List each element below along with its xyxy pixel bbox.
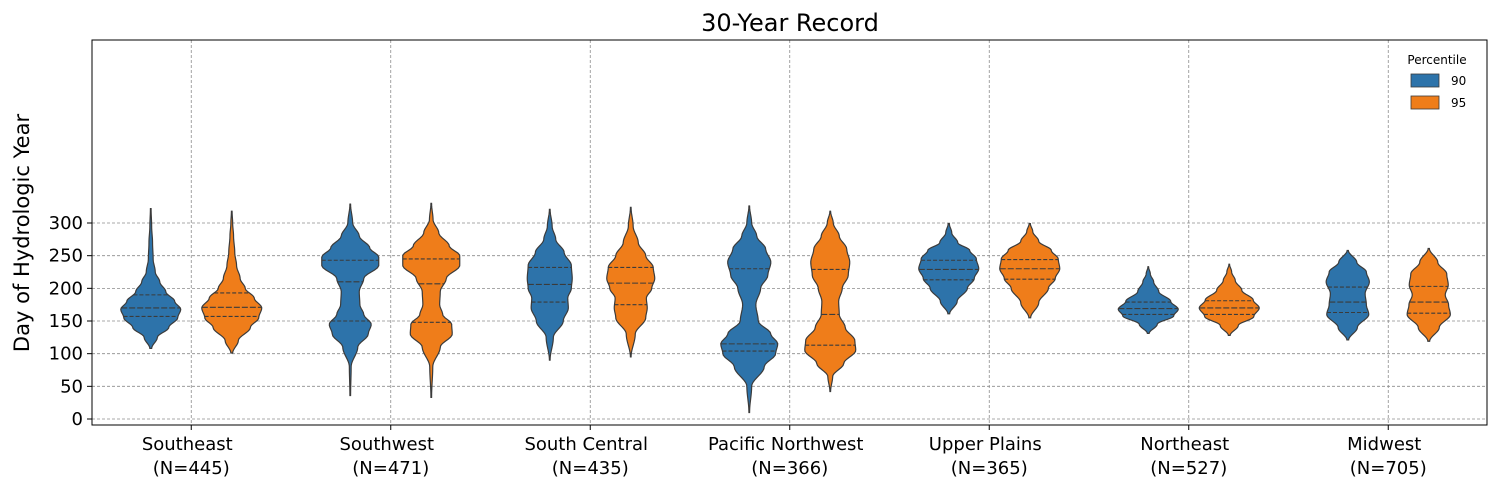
legend-label-90: 90: [1451, 74, 1466, 88]
y-tick-label: 100: [49, 344, 83, 365]
legend-label-95: 95: [1451, 96, 1466, 110]
chart-title: 30-Year Record: [701, 9, 879, 37]
x-tick-count-label: (N=445): [153, 458, 230, 479]
legend-swatch-95: [1410, 95, 1440, 110]
x-tick-label: South Central: [524, 434, 648, 455]
y-tick-label: 300: [49, 213, 83, 234]
x-tick-count-label: (N=705): [1350, 458, 1427, 479]
violin-90-5: [1117, 266, 1179, 335]
violin-90-6: [1325, 249, 1370, 341]
legend: Percentile 90 95: [1407, 53, 1466, 110]
x-tick-label: Pacific Northwest: [708, 434, 864, 455]
x-tick-count-label: (N=435): [552, 458, 629, 479]
y-tick-label: 250: [49, 246, 83, 267]
gridlines: [92, 40, 1487, 425]
legend-title: Percentile: [1407, 53, 1466, 67]
violin-90-1: [321, 203, 380, 397]
violin-95-2: [606, 206, 656, 358]
x-tick-label: Southwest: [339, 434, 434, 455]
x-tick-count-label: (N=365): [951, 458, 1028, 479]
axes: 0 50 100 150 200 250 300 Southeast (N=445) Southw…: [49, 213, 1427, 479]
x-tick-count-label: (N=366): [751, 458, 828, 479]
y-tick-label: 0: [72, 409, 83, 430]
y-tick-label: 50: [60, 376, 83, 397]
violin-95-0: [201, 210, 263, 354]
x-tick-label: Southeast: [142, 434, 233, 455]
violin-95-1: [402, 202, 461, 399]
violin-95-3: [804, 210, 857, 393]
x-tick-count-label: (N=527): [1150, 458, 1227, 479]
violin-90-0: [120, 208, 182, 350]
violin-95-5: [1198, 263, 1260, 336]
x-tick-count-label: (N=471): [352, 458, 429, 479]
y-tick-label: 200: [49, 278, 83, 299]
violins: [120, 202, 1451, 414]
y-tick-label: 150: [49, 311, 83, 332]
x-tick-label: Midwest: [1347, 434, 1421, 455]
violin-95-4: [999, 223, 1061, 319]
x-tick-label: Northeast: [1140, 434, 1229, 455]
violin-90-4: [918, 223, 980, 315]
x-tick-label: Upper Plains: [929, 434, 1042, 455]
violin-90-3: [720, 205, 779, 414]
violin-95-6: [1406, 247, 1451, 342]
legend-swatch-90: [1410, 73, 1440, 88]
y-axis-label: Day of Hydrologic Year: [10, 114, 34, 353]
